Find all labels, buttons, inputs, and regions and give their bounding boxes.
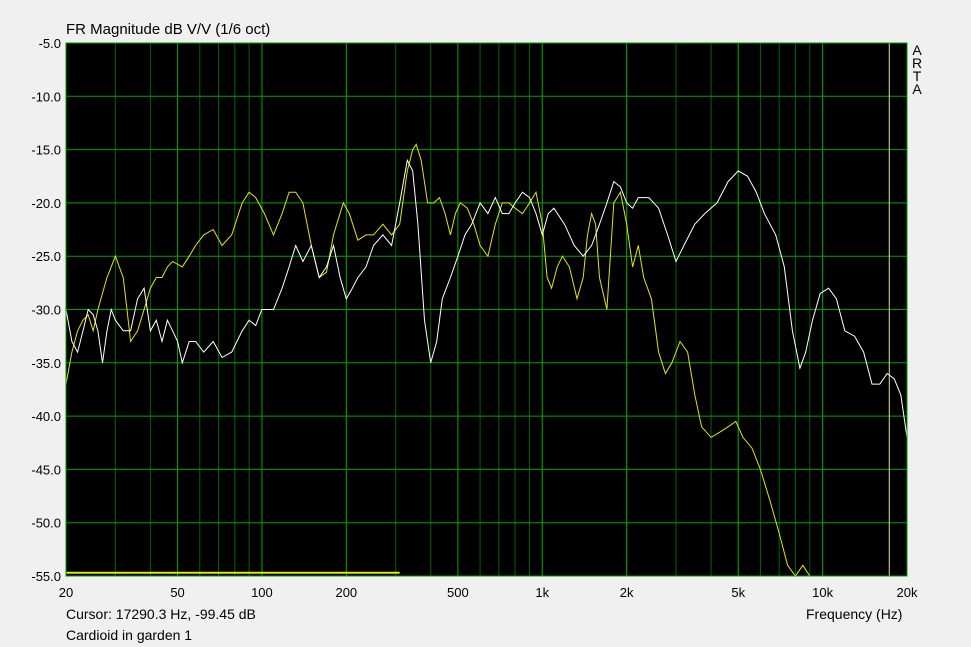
y-tick-label: -45.0 — [31, 462, 61, 477]
y-tick-label: -40.0 — [31, 409, 61, 424]
x-tick-label: 1k — [535, 585, 549, 600]
x-tick-label: 100 — [251, 585, 273, 600]
x-tick-label: 50 — [170, 585, 184, 600]
arta-watermark: A R T A — [910, 42, 924, 97]
x-tick-label: 5k — [731, 585, 745, 600]
watermark-letter: R — [911, 55, 923, 71]
y-tick-label: -35.0 — [31, 356, 61, 371]
y-tick-label: -15.0 — [31, 143, 61, 158]
plot-frame — [65, 42, 908, 577]
x-tick-label: 20 — [59, 585, 73, 600]
measurement-caption: Cardioid in garden 1 — [66, 627, 193, 643]
watermark-letter: A — [912, 42, 922, 58]
x-axis-label: Frequency (Hz) — [806, 606, 903, 622]
x-tick-label: 200 — [335, 585, 357, 600]
x-tick-label: 10k — [812, 585, 833, 600]
y-tick-label: -20.0 — [31, 196, 61, 211]
y-tick-label: -55.0 — [31, 569, 61, 584]
y-tick-label: -10.0 — [31, 89, 61, 104]
y-tick-label: -50.0 — [31, 516, 61, 531]
y-tick-label: -30.0 — [31, 303, 61, 318]
chart-title: FR Magnitude dB V/V (1/6 oct) — [66, 21, 271, 38]
y-tick-label: -5.0 — [39, 36, 61, 51]
response-trace — [65, 158, 908, 438]
x-tick-label: 2k — [620, 585, 634, 600]
cursor-readout: Cursor: 17290.3 Hz, -99.45 dB — [66, 606, 256, 622]
y-tick-label: -25.0 — [31, 249, 61, 264]
watermark-letter: A — [912, 81, 922, 97]
x-tick-label: 20k — [897, 585, 918, 600]
x-tick-label: 500 — [447, 585, 469, 600]
response-trace — [65, 143, 811, 577]
traces — [65, 143, 908, 577]
watermark-letter: T — [912, 68, 922, 84]
tick-labels: -5.0 -10.0 -15.0 -20.0 -25.0 -30.0 -35.0 -40.0 -… — [31, 36, 918, 600]
